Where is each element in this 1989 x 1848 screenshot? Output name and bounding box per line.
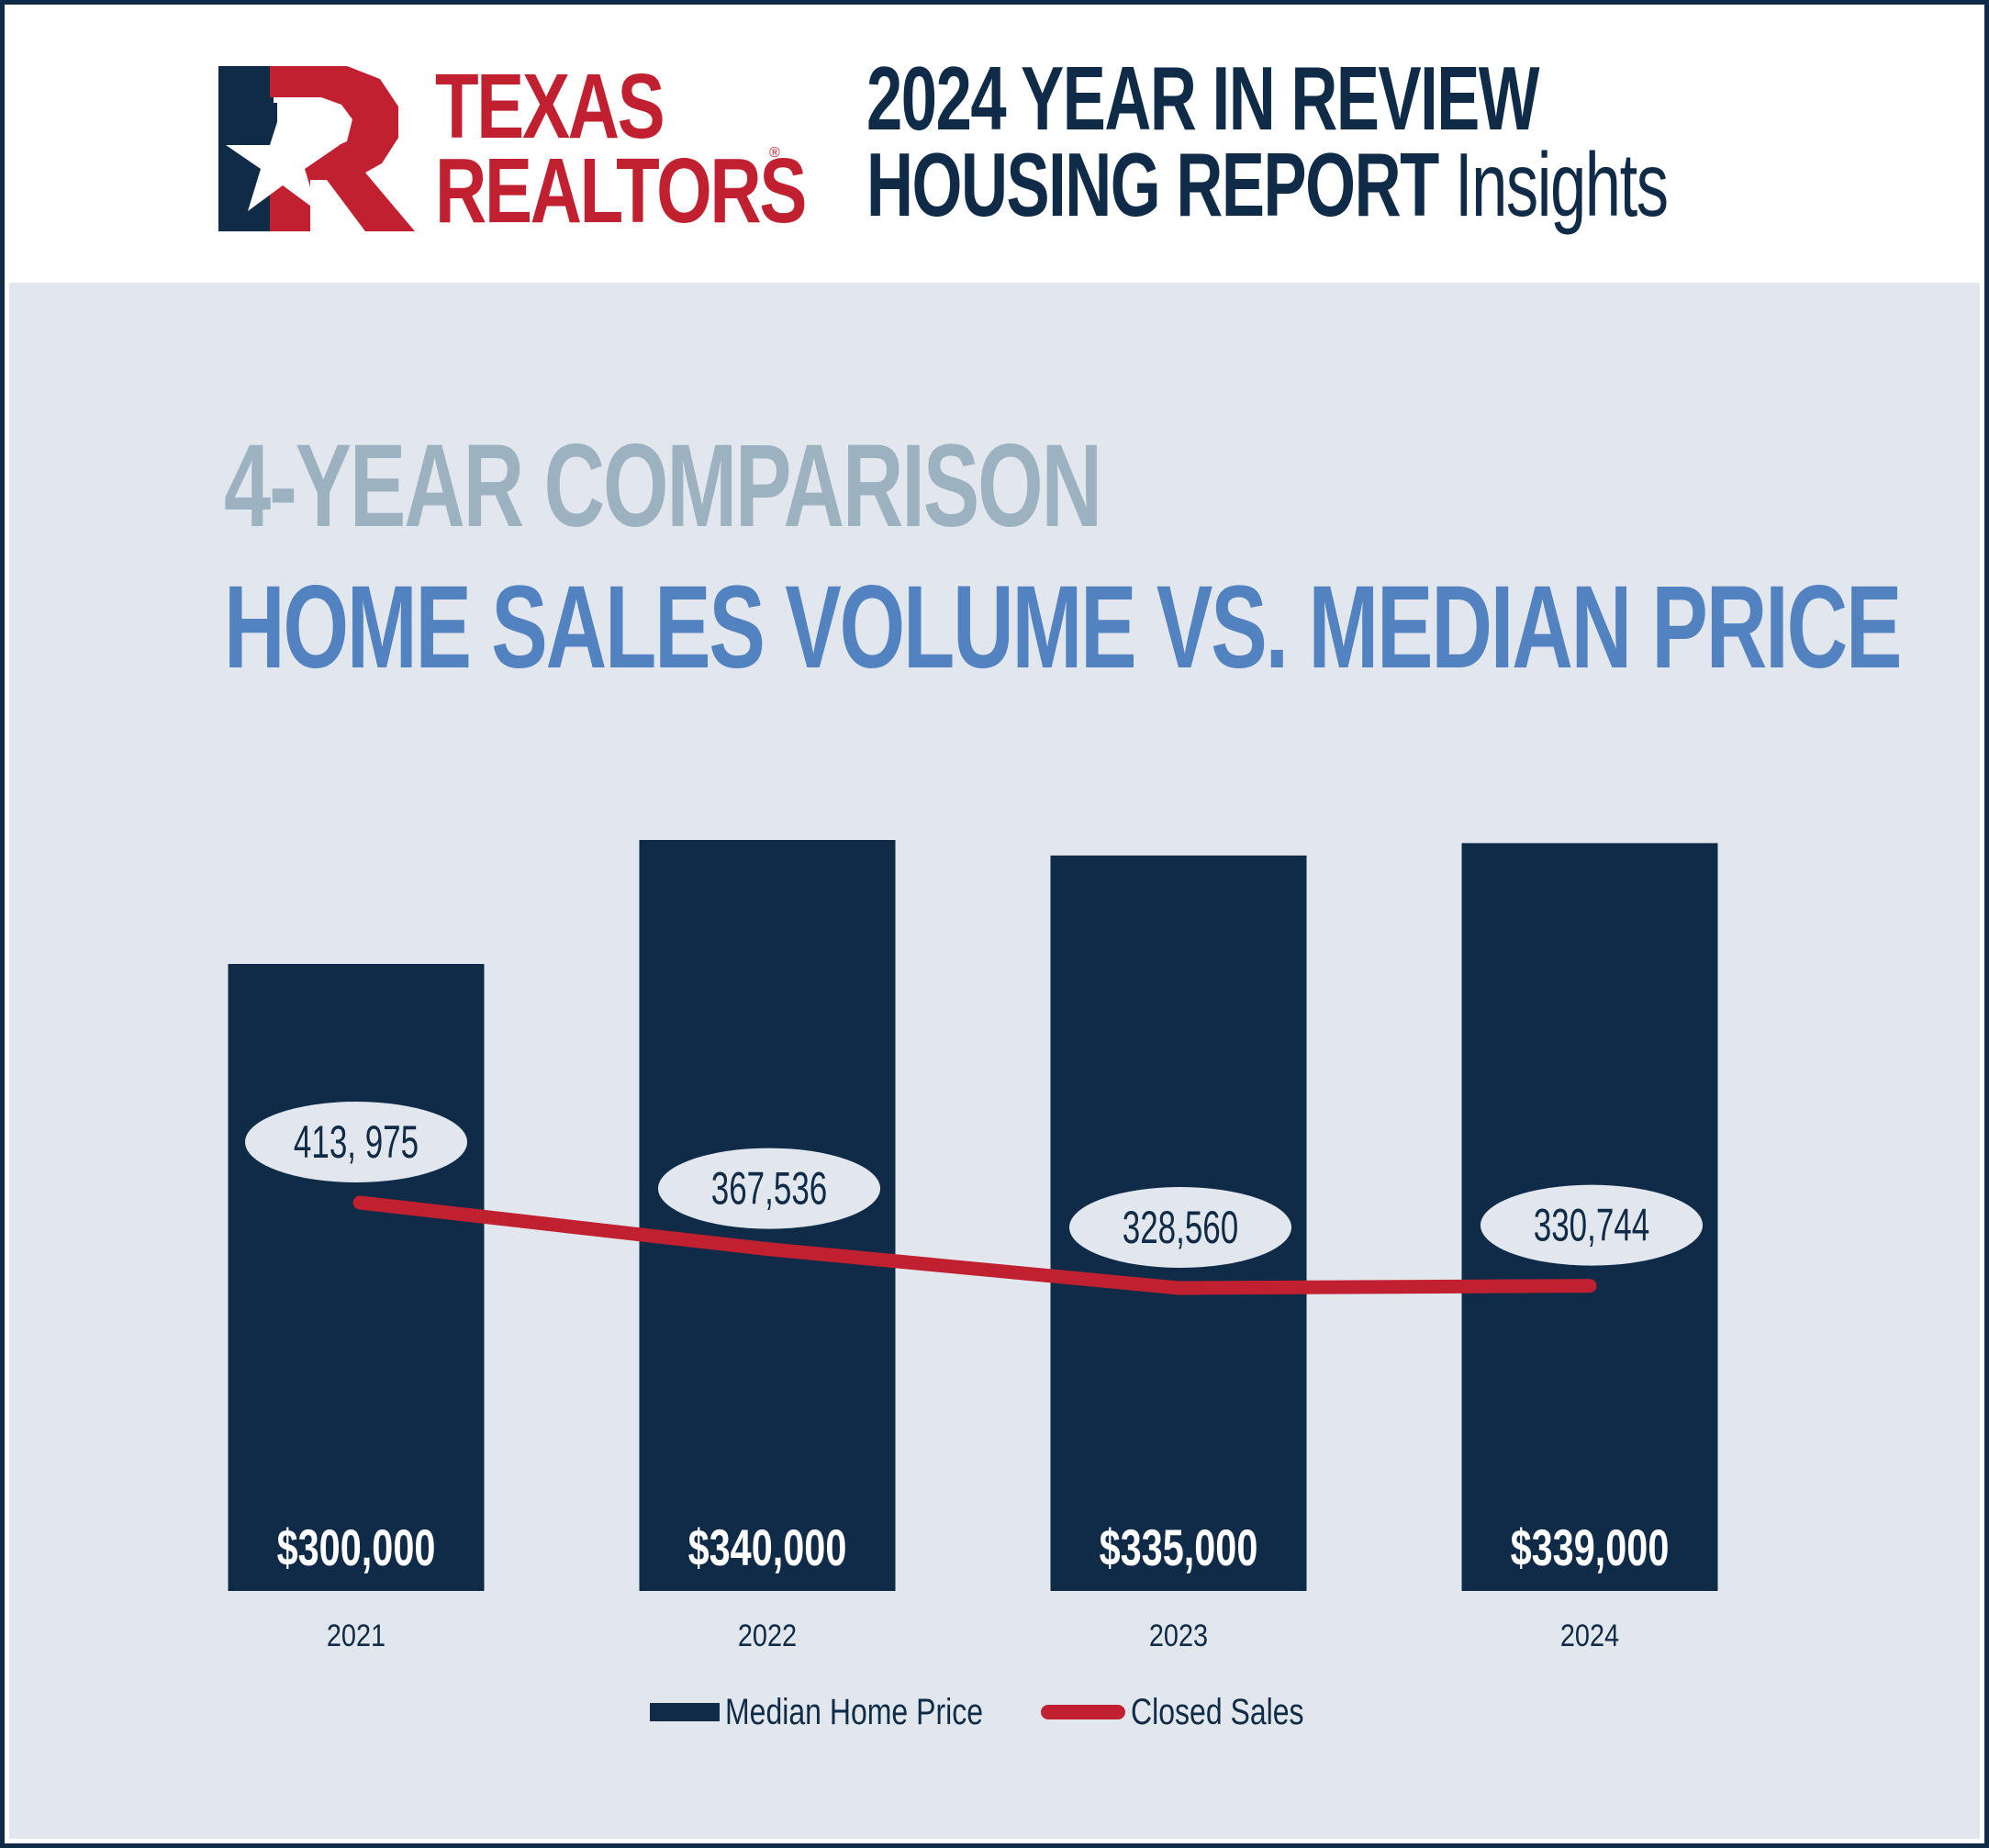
bar-value-label-2022: $340,000 (688, 1519, 847, 1577)
closed-sales-bubble-2022 (658, 1148, 880, 1229)
logo-word-realtors: REALTORS (435, 140, 807, 242)
report-title: 2024 YEAR IN REVIEW HOUSING REPORT Insig… (866, 48, 1669, 230)
legend-item-median-home-price: Median Home Price (650, 1692, 1047, 1732)
report-title-main: HOUSING REPORT (866, 134, 1439, 235)
logo-word-texas: TEXAS (435, 55, 665, 158)
legend-item-closed-sales: Closed Sales (1041, 1692, 1347, 1732)
bar-value-label-2024: $339,000 (1511, 1519, 1670, 1577)
closed-sales-label-2021: 413, 975 (294, 1117, 419, 1169)
closed-sales-bubble-2024 (1481, 1184, 1703, 1266)
report-title-line1: 2024 YEAR IN REVIEW (866, 48, 1540, 149)
x-tick-label-2024: 2024 (1560, 1618, 1619, 1653)
legend-label-median-home-price: Median Home Price (725, 1691, 983, 1732)
x-tick-label-2023: 2023 (1149, 1618, 1208, 1653)
x-tick-label-2021: 2021 (327, 1618, 386, 1653)
texas-realtors-logo: TEXAS REALTORS ® (218, 55, 807, 237)
x-tick-label-2022: 2022 (738, 1618, 797, 1653)
chart-title: HOME SALES VOLUME VS. MEDIAN PRICE (224, 562, 1902, 693)
bar-median-price-2021 (228, 964, 485, 1591)
closed-sales-bubble-2021 (245, 1102, 467, 1182)
legend-swatch-line (1041, 1705, 1125, 1719)
texas-realtors-logo-mark-icon (218, 66, 415, 231)
registered-mark: ® (769, 145, 780, 161)
legend-swatch-bar (650, 1703, 720, 1721)
comparison-kicker: 4-YEAR COMPARISON (224, 420, 1102, 552)
bar-value-label-2023: $335,000 (1100, 1519, 1258, 1577)
report-title-line2: HOUSING REPORT Insights (866, 140, 1669, 230)
report-title-insights: Insights (1454, 134, 1669, 235)
closed-sales-label-2024: 330,744 (1534, 1201, 1649, 1252)
closed-sales-line (352, 1195, 1597, 1295)
chart-legend: Median Home Price Closed Sales (0, 1692, 1989, 1732)
closed-sales-bubble-2023 (1069, 1187, 1291, 1268)
closed-sales-label-2023: 328,560 (1123, 1203, 1238, 1254)
bar-value-label-2021: $300,000 (277, 1519, 436, 1577)
legend-label-closed-sales: Closed Sales (1131, 1691, 1304, 1732)
closed-sales-label-2022: 367,536 (711, 1164, 827, 1215)
